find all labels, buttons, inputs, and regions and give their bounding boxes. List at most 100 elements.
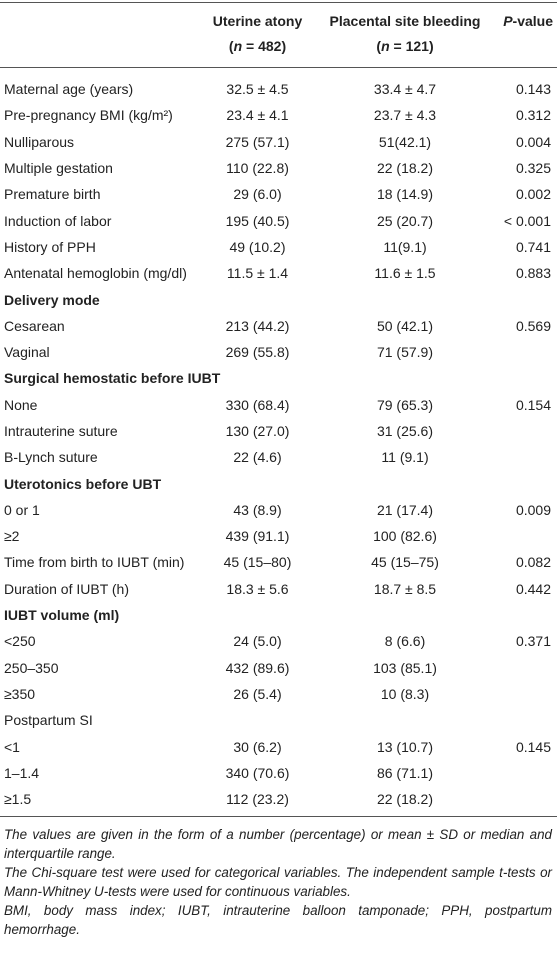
label-text: 0 or 1 — [4, 501, 40, 518]
cell: 86 (71.1) — [315, 760, 495, 786]
table-row: Duration of IUBT (h) 18.3 ± 5.6 18.7 ± 8.5… — [0, 576, 557, 602]
cell — [495, 286, 557, 312]
row-label: Cesarean — [0, 313, 200, 339]
cell-text: 11.5 ± 1.4 — [226, 265, 289, 282]
cell-text: 24 (5.0) — [233, 633, 282, 650]
row-label: Time from birth to IUBT (min) — [0, 549, 200, 575]
cell: 22 (18.2) — [315, 155, 495, 181]
cell: 0.883 — [495, 260, 557, 286]
header-cell: Placental site bleeding — [315, 2, 495, 34]
table-row: None 330 (68.4) 79 (65.3) 0.154 — [0, 392, 557, 418]
row-label: 0 or 1 — [0, 497, 200, 523]
row-label: 1–1.4 — [0, 760, 200, 786]
footnote: BMI, body mass index; IUBT, intrauterine… — [4, 903, 552, 937]
label-text: Premature birth — [4, 186, 101, 203]
row-label: Duration of IUBT (h) — [0, 576, 200, 602]
cell: 0.002 — [495, 181, 557, 207]
row-label: B-Lynch suture — [0, 444, 200, 470]
cell: 439 (91.1) — [200, 523, 315, 549]
cell-text: 18.3 ± 5.6 — [226, 580, 289, 597]
cell-text: 0.371 — [515, 633, 551, 650]
cell — [495, 418, 557, 444]
cell-text: 0.883 — [515, 265, 551, 282]
cell: 25 (20.7) — [315, 207, 495, 233]
table-row: Induction of labor 195 (40.5) 25 (20.7) < 0… — [0, 207, 557, 233]
cell: 110 (22.8) — [200, 155, 315, 181]
cell: 31 (25.6) — [315, 418, 495, 444]
cell: 23.4 ± 4.1 — [200, 102, 315, 128]
cell-text: 8 (6.6) — [384, 633, 426, 650]
table-row: Nulliparous 275 (57.1) 51(42.1) 0.004 — [0, 129, 557, 155]
cell: 213 (44.2) — [200, 313, 315, 339]
cell: 79 (65.3) — [315, 392, 495, 418]
cell-text: 50 (42.1) — [376, 317, 434, 334]
footnote: The values are given in the form of a nu… — [4, 827, 552, 861]
cell: 22 (18.2) — [315, 786, 495, 818]
table-row: Intrauterine suture 130 (27.0) 31 (25.6) — [0, 418, 557, 444]
cell — [200, 707, 315, 733]
label-text: Postpartum SI — [4, 712, 93, 729]
label-text: History of PPH — [4, 238, 96, 255]
label-text: Multiple gestation — [4, 160, 113, 177]
row-label: History of PPH — [0, 234, 200, 260]
cell: 49 (10.2) — [200, 234, 315, 260]
cell-text: 432 (89.6) — [225, 659, 290, 676]
cell-text: 112 (23.2) — [226, 791, 289, 808]
cell: 0.442 — [495, 576, 557, 602]
header-sub: n — [233, 38, 243, 54]
cell: 50 (42.1) — [315, 313, 495, 339]
row-label: Uterotonics before UBT — [0, 470, 200, 496]
cell-text: 43 (8.9) — [233, 501, 282, 518]
label-text: Cesarean — [4, 317, 65, 334]
label-text: <250 — [4, 633, 36, 650]
cell-text: 13 (10.7) — [376, 738, 434, 755]
cell — [495, 681, 557, 707]
cell: 0.009 — [495, 497, 557, 523]
label-text: Uterotonics before UBT — [4, 475, 162, 492]
table-row: <1 30 (6.2) 13 (10.7) 0.145 — [0, 733, 557, 759]
cell-text: 49 (10.2) — [229, 238, 286, 255]
table-row: ≥2 439 (91.1) 100 (82.6) — [0, 523, 557, 549]
cell-text: 110 (22.8) — [226, 160, 289, 177]
label-text: Pre-pregnancy BMI (kg/m²) — [4, 107, 173, 124]
cell: 43 (8.9) — [200, 497, 315, 523]
cell-text: 51(42.1) — [378, 133, 432, 150]
cell-text: 213 (44.2) — [225, 317, 290, 334]
cell-text: 22 (18.2) — [376, 791, 434, 808]
cell-text: 275 (57.1) — [225, 133, 290, 150]
cell — [315, 707, 495, 733]
row-label: Premature birth — [0, 181, 200, 207]
cell-text: 11 (9.1) — [381, 449, 429, 466]
cell: 11.6 ± 1.5 — [315, 260, 495, 286]
label-text: None — [4, 396, 38, 413]
table-row: Uterotonics before UBT — [0, 470, 557, 496]
row-label: Multiple gestation — [0, 155, 200, 181]
table-row: <250 24 (5.0) 8 (6.6) 0.371 — [0, 628, 557, 654]
label-text: IUBT volume (ml) — [4, 607, 120, 624]
table-row: Multiple gestation 110 (22.8) 22 (18.2) 0.3… — [0, 155, 557, 181]
table-row: Cesarean 213 (44.2) 50 (42.1) 0.569 — [0, 313, 557, 339]
row-label: <1 — [0, 733, 200, 759]
cell: < 0.001 — [495, 207, 557, 233]
cell-text: 0.442 — [515, 580, 551, 597]
table-header: Uterine atony Placental site bleeding P-va… — [0, 2, 557, 68]
cell: 0.154 — [495, 392, 557, 418]
cell: 13 (10.7) — [315, 733, 495, 759]
row-label: Pre-pregnancy BMI (kg/m²) — [0, 102, 200, 128]
cell — [200, 470, 315, 496]
row-label: Intrauterine suture — [0, 418, 200, 444]
label-text: Induction of labor — [4, 212, 112, 229]
row-label: Surgical hemostatic before IUBT — [0, 365, 220, 391]
cell-text: 33.4 ± 4.7 — [373, 81, 437, 98]
cell — [200, 286, 315, 312]
cell — [315, 286, 495, 312]
cell: 33.4 ± 4.7 — [315, 68, 495, 103]
cell — [315, 602, 495, 628]
label-text: Surgical hemostatic before IUBT — [4, 370, 221, 387]
header-cell: Uterine atony — [200, 2, 315, 34]
cell: 11 (9.1) — [315, 444, 495, 470]
cell-text: 26 (5.4) — [233, 685, 282, 702]
cell-text: 195 (40.5) — [225, 212, 290, 229]
cell — [495, 760, 557, 786]
cell-text: 45 (15–80) — [223, 554, 292, 571]
